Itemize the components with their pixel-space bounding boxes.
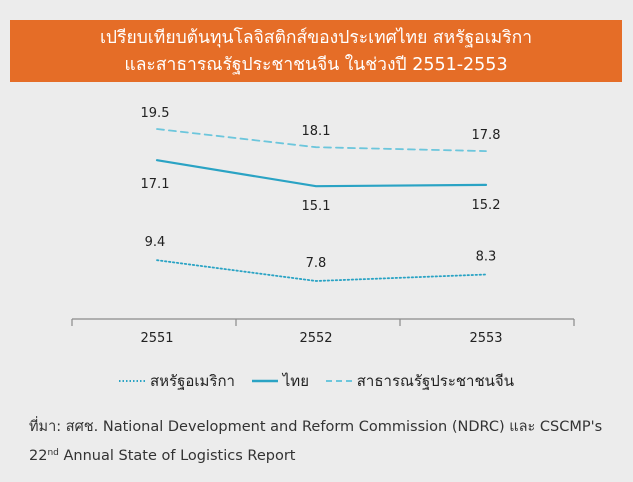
legend-label-china: สาธารณรัฐประชาชนจีน	[356, 372, 514, 390]
data-label: 17.8	[472, 128, 501, 143]
source-line-1: ที่มา: สศช. National Development and Ref…	[29, 419, 603, 435]
x-tick-label: 2553	[469, 331, 502, 346]
source-report-name: Annual State of Logistics Report	[58, 448, 296, 464]
data-label: 19.5	[141, 106, 170, 121]
x-tick-label: 2552	[299, 331, 332, 346]
source-edition-number: 22	[29, 448, 48, 464]
title-banner: เปรียบเทียบต้นทุนโลจิสติกส์ของประเทศไทย …	[10, 20, 622, 82]
title-line-2: และสาธารณรัฐประชาชนจีน ในช่วงปี 2551-255…	[124, 55, 508, 75]
legend-swatch-solid	[251, 379, 278, 383]
line-chart: 2551 2552 2553 9.4 7.8 8.3 17.1 15.1 15.2 19.5 18.…	[71, 106, 575, 346]
data-label: 18.1	[302, 124, 331, 139]
source-note: ที่มา: สศช. National Development and Ref…	[29, 414, 624, 469]
data-label: 15.1	[302, 199, 331, 214]
legend-item-usa: สหรัฐอเมริกา	[119, 369, 235, 393]
title-line-1: เปรียบเทียบต้นทุนโลจิสติกส์ของประเทศไทย …	[99, 28, 533, 48]
source-edition-suffix: nd	[47, 448, 59, 458]
legend: สหรัฐอเมริกา ไทย สาธารณรัฐประชาชนจีน	[0, 369, 633, 393]
data-label: 17.1	[141, 177, 170, 192]
x-tick-label: 2551	[140, 331, 173, 346]
legend-label-usa: สหรัฐอเมริกา	[150, 372, 235, 390]
series-line-2	[155, 159, 488, 188]
source-line-2: 22nd Annual State of Logistics Report	[29, 440, 624, 469]
legend-item-thailand: ไทย	[251, 369, 309, 393]
data-label: 8.3	[476, 250, 497, 265]
legend-swatch-dotted	[119, 380, 146, 382]
legend-item-china: สาธารณรัฐประชาชนจีน	[325, 369, 514, 393]
legend-swatch-dashed	[325, 380, 352, 382]
series-line-1	[156, 259, 487, 282]
series-line-3	[156, 128, 487, 153]
data-label: 7.8	[306, 256, 327, 271]
legend-label-thailand: ไทย	[282, 372, 309, 390]
data-label: 15.2	[472, 198, 501, 213]
data-label: 9.4	[145, 235, 166, 250]
